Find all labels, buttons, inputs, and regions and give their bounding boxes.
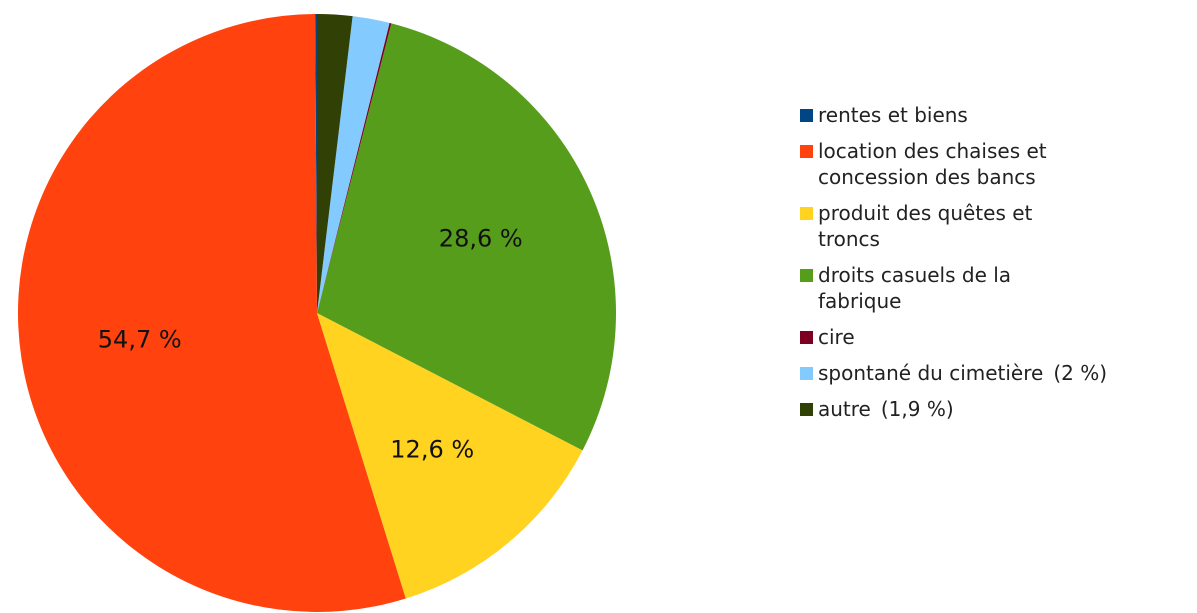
legend-entry: spontané du cimetière (2 %) (800, 360, 1107, 386)
legend-value: (2 %) (1053, 361, 1108, 385)
legend-label: autre (818, 397, 871, 421)
pie-slice (317, 23, 616, 451)
legend-entry: location des chaises et concession des b… (800, 138, 1107, 190)
legend-swatch (800, 109, 813, 122)
legend-entry: rentes et biens (800, 102, 1107, 128)
pie-slice (317, 313, 583, 599)
legend-label: cire (818, 325, 855, 349)
legend-entry: autre (1,9 %) (800, 396, 1107, 422)
legend-swatch (800, 367, 813, 380)
slice-label: 54,7 % (98, 326, 182, 354)
legend-label: droits casuels de la fabrique (818, 263, 1012, 313)
pie-slice (315, 14, 317, 313)
pie-slice (317, 22, 392, 313)
legend-entry: droits casuels de la fabrique (800, 262, 1107, 314)
pie-slice (317, 14, 353, 313)
legend-label: produit des quêtes et troncs (818, 201, 1033, 251)
legend-swatch (800, 145, 813, 158)
slice-label: 12,6 % (390, 436, 474, 464)
legend-label: location des chaises et concession des b… (818, 139, 1047, 189)
pie-slice (18, 14, 406, 612)
slice-label: 28,6 % (439, 225, 523, 253)
legend-swatch (800, 331, 813, 344)
legend-swatch (800, 207, 813, 220)
legend-label: spontané du cimetière (818, 361, 1044, 385)
legend-label: rentes et biens (818, 103, 968, 127)
legend-swatch (800, 269, 813, 282)
legend-entry: produit des quêtes et troncs (800, 200, 1107, 252)
legend: rentes et biens location des chaises et c… (800, 102, 1107, 432)
legend-value: (1,9 %) (880, 397, 954, 421)
pie-slice (317, 16, 390, 313)
legend-swatch (800, 403, 813, 416)
legend-entry: cire (800, 324, 1107, 350)
